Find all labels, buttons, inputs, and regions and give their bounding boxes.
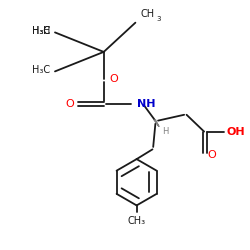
Text: H: H <box>162 127 168 136</box>
Text: CH₃: CH₃ <box>128 216 146 226</box>
Text: O: O <box>110 74 118 84</box>
Text: NH: NH <box>136 99 155 109</box>
Text: H: H <box>43 26 50 36</box>
Text: CH: CH <box>140 9 154 19</box>
Text: H₃C: H₃C <box>32 26 50 36</box>
Text: H₃C: H₃C <box>32 65 50 75</box>
Text: OH: OH <box>227 127 246 137</box>
Text: H₃C: H₃C <box>32 26 50 36</box>
Polygon shape <box>154 120 159 127</box>
Text: 3: 3 <box>156 16 161 22</box>
Text: O: O <box>207 150 216 160</box>
Text: O: O <box>66 99 74 109</box>
